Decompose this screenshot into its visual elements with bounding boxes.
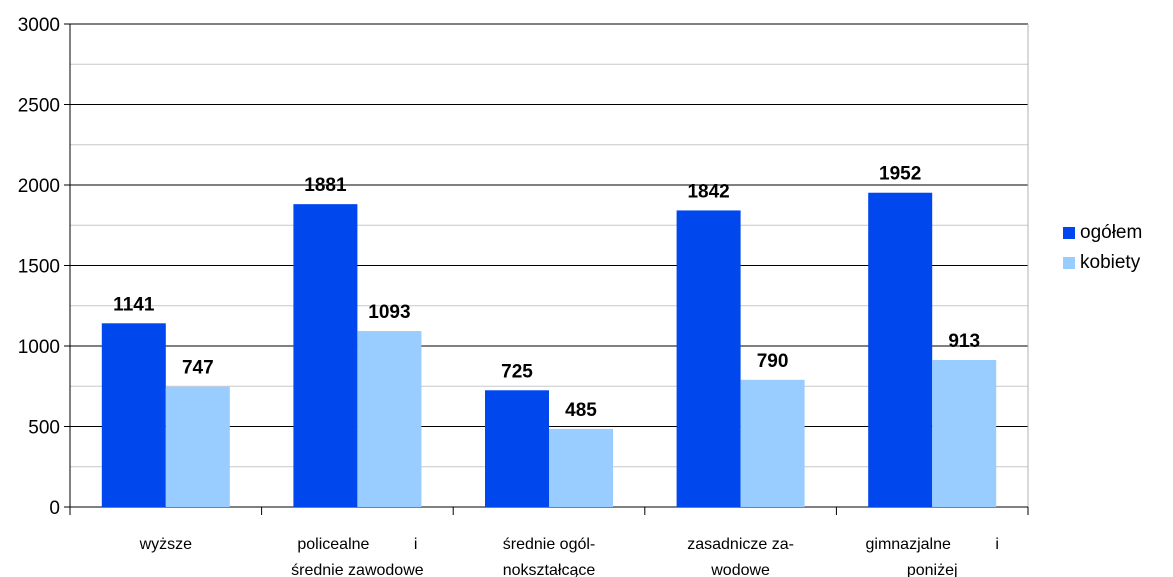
legend-swatch-ogolem (1063, 227, 1075, 239)
data-label: 913 (948, 331, 980, 352)
legend-item-kobiety: kobiety (1063, 248, 1142, 278)
x-tick-label: średnie ogól- (503, 536, 596, 553)
data-label: 1881 (304, 175, 347, 196)
x-tick-label: wyższe (139, 536, 193, 553)
legend: ogółem kobiety (1063, 218, 1142, 278)
y-tick-label: 500 (28, 418, 60, 439)
bar-ogolem (868, 192, 933, 507)
x-tick-label: nokształcące (503, 562, 596, 577)
legend-item-ogolem: ogółem (1063, 218, 1142, 248)
legend-label-kobiety: kobiety (1080, 252, 1141, 273)
bar-kobiety (740, 379, 805, 507)
bar-ogolem (485, 390, 549, 507)
bar-ogolem (293, 204, 358, 507)
bar-ogolem (101, 323, 166, 507)
data-label: 485 (565, 400, 597, 421)
y-tick-label: 1000 (18, 337, 60, 358)
legend-swatch-kobiety (1063, 257, 1075, 269)
data-label: 747 (182, 358, 214, 379)
data-label: 725 (501, 361, 533, 382)
x-tick-label: średnie zawodowe (291, 562, 424, 577)
bar-kobiety (165, 386, 230, 507)
x-tick-label: gimnazjalne i (866, 536, 999, 553)
bar-kobiety (357, 331, 422, 507)
x-tick-label: zasadnicze za- (687, 536, 794, 553)
x-tick-label: wodowe (710, 562, 770, 577)
legend-label-ogolem: ogółem (1080, 222, 1143, 243)
x-tick-label: policealne i (297, 536, 417, 553)
x-tick-label: poniżej (907, 562, 958, 577)
bar-kobiety (932, 360, 997, 507)
data-label: 1952 (879, 164, 921, 185)
y-tick-label: 2500 (18, 96, 60, 117)
y-tick-label: 2000 (18, 176, 60, 197)
data-label: 1141 (113, 294, 155, 315)
y-tick-label: 0 (49, 498, 60, 519)
data-label: 1842 (687, 181, 729, 202)
bar-ogolem (676, 210, 741, 508)
y-tick-label: 3000 (18, 15, 60, 36)
data-label: 790 (757, 351, 789, 372)
bar-kobiety (549, 428, 613, 507)
y-tick-label: 1500 (18, 257, 60, 278)
data-label: 1093 (368, 302, 410, 323)
